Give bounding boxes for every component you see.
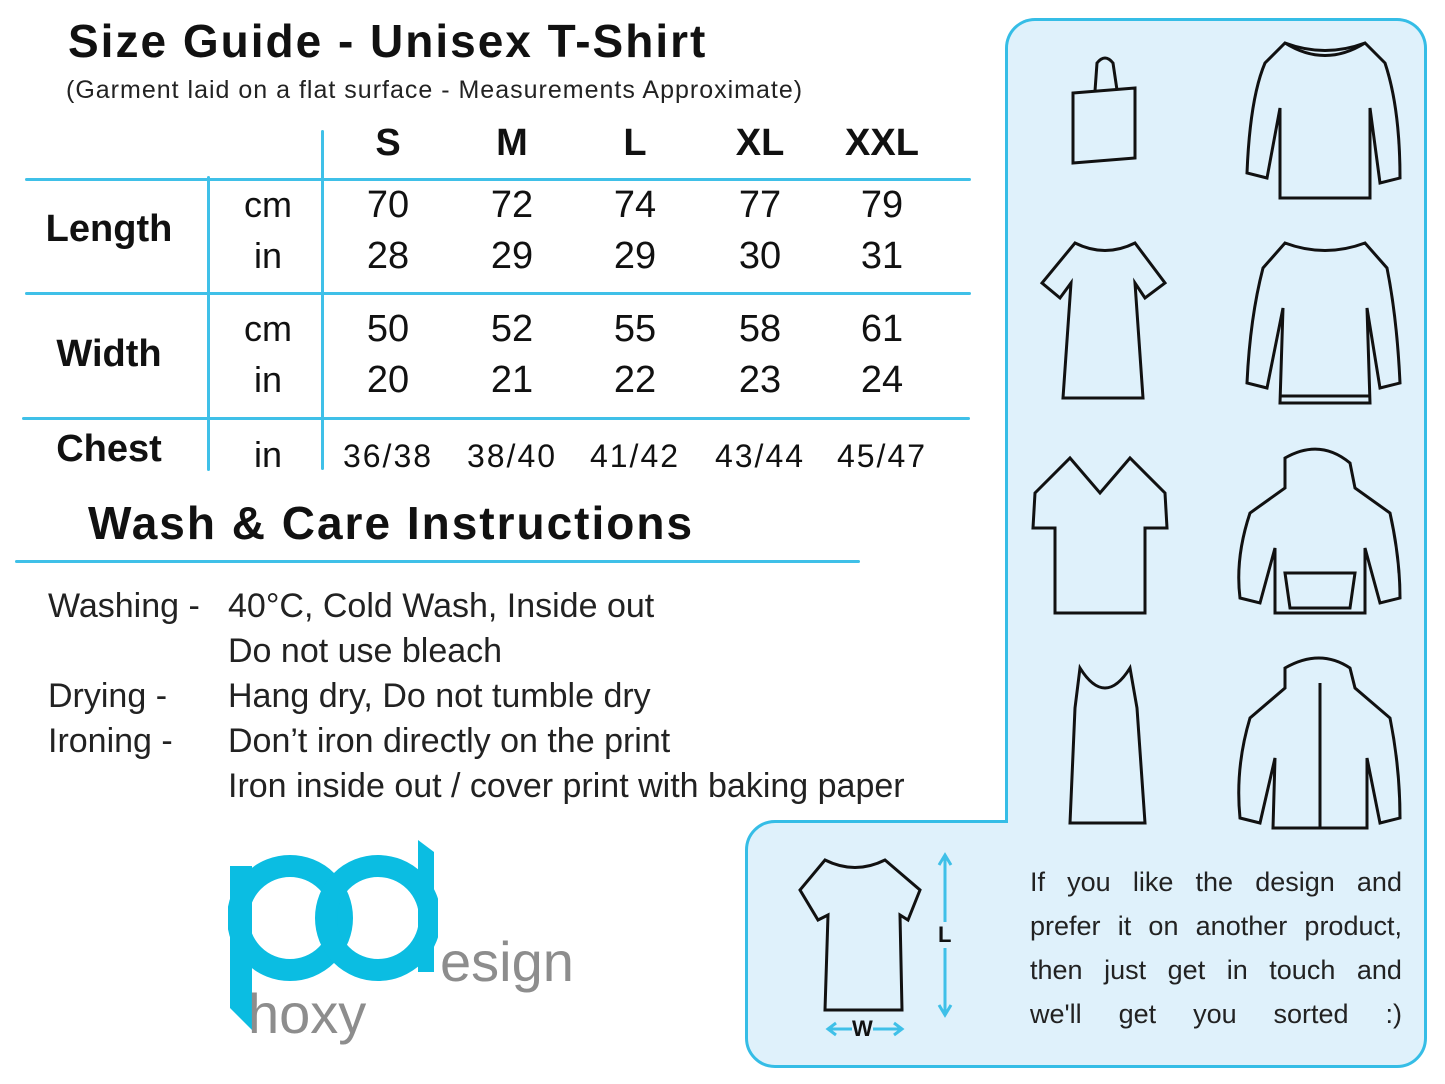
message-word: you bbox=[1067, 867, 1111, 897]
message-word: prefer bbox=[1030, 911, 1101, 941]
cell-width-cm: 58 bbox=[738, 308, 782, 350]
message-word: in bbox=[1226, 955, 1248, 985]
cell-chest-in: 43/44 bbox=[714, 438, 806, 474]
cell-length-cm: 79 bbox=[860, 184, 904, 226]
sweatshirt-icon bbox=[1245, 241, 1402, 405]
message-word: it bbox=[1117, 911, 1132, 941]
size-header-M: M bbox=[496, 122, 528, 164]
cell-chest-in: 41/42 bbox=[589, 438, 681, 474]
contact-message-line: we'll get you sorted:) bbox=[1030, 998, 1402, 1030]
divider bbox=[15, 560, 860, 563]
cell-width-in: 20 bbox=[366, 359, 410, 401]
message-word: like bbox=[1132, 867, 1174, 897]
message-word: on bbox=[1148, 911, 1179, 941]
tote-bag-icon bbox=[1071, 56, 1137, 165]
message-word: then bbox=[1030, 955, 1083, 985]
tshirt-measurement-diagram bbox=[798, 852, 953, 1037]
cell-width-cm: 50 bbox=[366, 308, 410, 350]
size-header-XL: XL bbox=[735, 122, 785, 164]
cell-width-in: 24 bbox=[860, 359, 904, 401]
unit-in: in bbox=[253, 235, 283, 276]
care-label: Drying - bbox=[48, 677, 168, 715]
care-value: Do not use bleach bbox=[228, 632, 503, 670]
message-word: just bbox=[1104, 955, 1147, 985]
logo-phoxy: hoxy bbox=[248, 982, 367, 1045]
unit-cm: cm bbox=[244, 308, 292, 349]
care-label: Ironing - bbox=[48, 722, 173, 760]
message-word: If bbox=[1030, 867, 1046, 897]
divider bbox=[207, 176, 210, 471]
message-word: we'll bbox=[1030, 999, 1082, 1029]
message-word: sorted bbox=[1273, 999, 1349, 1029]
message-word: design bbox=[1255, 867, 1335, 897]
contact-message-line: then just get in touch and bbox=[1030, 954, 1402, 986]
cell-width-in: 23 bbox=[738, 359, 782, 401]
cell-length-in: 31 bbox=[860, 235, 904, 277]
page-subtitle: (Garment laid on a flat surface - Measur… bbox=[66, 76, 804, 104]
care-heading: Wash & Care Instructions bbox=[88, 497, 695, 549]
cell-length-in: 30 bbox=[738, 235, 782, 277]
cell-chest-in: 38/40 bbox=[466, 438, 558, 474]
message-word: touch bbox=[1269, 955, 1336, 985]
cell-length-in: 29 bbox=[613, 235, 657, 277]
womens-tshirt-icon bbox=[1039, 241, 1168, 400]
cell-length-cm: 74 bbox=[613, 184, 657, 226]
message-word: and bbox=[1356, 955, 1402, 985]
row-label-chest: Chest bbox=[56, 428, 162, 470]
long-sleeve-shirt-icon bbox=[1245, 41, 1402, 200]
divider bbox=[25, 178, 971, 181]
v-neck-tshirt-icon bbox=[1031, 455, 1169, 615]
unit-in: in bbox=[253, 434, 283, 475]
zip-hoodie-icon bbox=[1237, 656, 1402, 830]
cell-length-cm: 77 bbox=[738, 184, 782, 226]
logo-pd bbox=[228, 840, 438, 1030]
cell-length-cm: 72 bbox=[490, 184, 534, 226]
divider bbox=[25, 292, 971, 295]
row-label-width: Width bbox=[56, 333, 162, 375]
cell-chest-in: 45/47 bbox=[836, 438, 928, 474]
message-word: :) bbox=[1385, 999, 1403, 1029]
care-value: Hang dry, Do not tumble dry bbox=[228, 677, 651, 715]
care-value: 40°C, Cold Wash, Inside out bbox=[228, 587, 655, 625]
cell-width-in: 22 bbox=[613, 359, 657, 401]
cell-width-cm: 55 bbox=[613, 308, 657, 350]
cell-length-in: 29 bbox=[490, 235, 534, 277]
tshirt-icon bbox=[798, 858, 922, 1012]
divider bbox=[22, 417, 970, 420]
unit-cm: cm bbox=[244, 184, 292, 225]
product-illustrations bbox=[1031, 41, 1402, 830]
contact-message-line: If you like the design and bbox=[1030, 866, 1402, 898]
hoodie-icon bbox=[1237, 447, 1402, 615]
row-label-length: Length bbox=[45, 208, 173, 250]
cell-width-cm: 61 bbox=[860, 308, 904, 350]
care-value: Iron inside out / cover print with bakin… bbox=[228, 767, 905, 805]
width-label: W bbox=[852, 1016, 873, 1042]
cell-chest-in: 36/38 bbox=[342, 438, 434, 474]
length-label: L bbox=[938, 922, 952, 948]
size-header-L: L bbox=[623, 122, 647, 164]
divider bbox=[321, 130, 324, 470]
message-word: product, bbox=[1304, 911, 1402, 941]
size-header-S: S bbox=[375, 122, 401, 164]
cell-width-in: 21 bbox=[490, 359, 534, 401]
tank-top-icon bbox=[1068, 663, 1147, 825]
page-title: Size Guide - Unisex T-Shirt bbox=[68, 15, 708, 67]
care-value: Don’t iron directly on the print bbox=[228, 722, 671, 760]
size-header-XXL: XXL bbox=[845, 122, 919, 164]
cell-width-cm: 52 bbox=[490, 308, 534, 350]
message-word: you bbox=[1193, 999, 1237, 1029]
logo-design: esign bbox=[440, 930, 574, 993]
contact-message-line: prefer it on another product, bbox=[1030, 910, 1402, 942]
message-word: get bbox=[1118, 999, 1157, 1029]
message-word: get bbox=[1167, 955, 1206, 985]
message-word: another bbox=[1195, 911, 1288, 941]
cell-length-cm: 70 bbox=[366, 184, 410, 226]
message-word: and bbox=[1356, 867, 1402, 897]
cell-length-in: 28 bbox=[366, 235, 410, 277]
unit-in: in bbox=[253, 359, 283, 400]
care-label: Washing - bbox=[48, 587, 200, 625]
message-word: the bbox=[1195, 867, 1234, 897]
